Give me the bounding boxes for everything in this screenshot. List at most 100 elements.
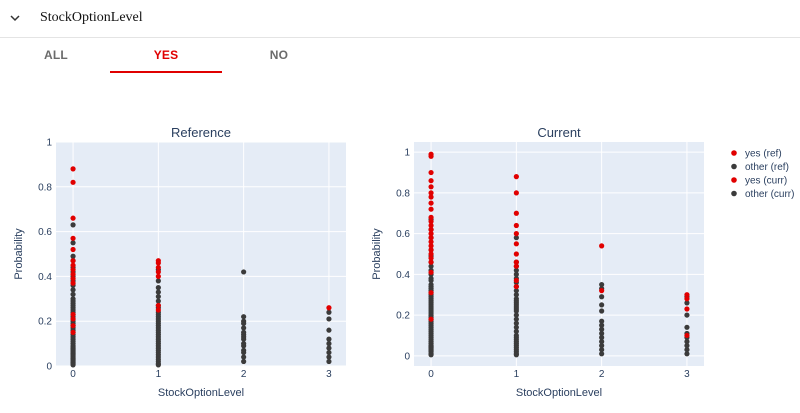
data-point	[155, 293, 161, 300]
data-point	[428, 226, 434, 233]
data-point	[513, 292, 519, 298]
data-point	[428, 194, 434, 200]
y-tick-label: 0.2	[396, 311, 410, 322]
data-point	[326, 341, 332, 347]
chevron-down-icon[interactable]	[9, 12, 21, 24]
data-point	[428, 263, 434, 269]
data-point	[428, 200, 434, 206]
data-point	[70, 316, 76, 322]
data-point	[684, 300, 690, 306]
data-point	[428, 259, 434, 265]
data-point	[513, 231, 519, 237]
y-tick-label: 0.8	[396, 188, 410, 199]
data-point	[70, 253, 76, 259]
data-point	[599, 318, 605, 324]
data-point	[428, 290, 434, 296]
data-point	[513, 174, 519, 180]
data-point	[70, 287, 76, 293]
data-point	[684, 338, 690, 345]
data-point	[428, 255, 434, 261]
y-tick-label: 0.8	[38, 182, 52, 193]
data-point	[155, 260, 161, 266]
data-point	[599, 351, 605, 357]
y-tick-label: 1	[46, 138, 52, 149]
data-point	[513, 251, 519, 257]
data-point	[684, 306, 690, 312]
data-point	[428, 269, 434, 275]
x-tick-label: 3	[684, 369, 690, 380]
data-point	[241, 354, 247, 360]
x-tick-label: 0	[428, 369, 434, 380]
data-point	[599, 322, 605, 328]
plot-panel-1: 0 1 2 3 0 0.2 0.4 0.6 0.8 1 Current StockOptionLeve…	[371, 125, 704, 399]
data-point	[70, 323, 76, 329]
y-tick-label: 0.6	[38, 227, 52, 238]
data-point	[428, 235, 434, 241]
data-point	[513, 283, 519, 290]
data-point	[599, 294, 605, 300]
data-point	[241, 336, 247, 342]
data-point	[513, 190, 519, 196]
x-tick-label: 1	[156, 369, 162, 380]
x-tick-label: 2	[241, 369, 247, 380]
data-point	[70, 267, 76, 273]
data-point	[70, 280, 76, 286]
data-point	[684, 343, 690, 349]
data-point	[70, 291, 76, 297]
tab-all[interactable]: ALL	[44, 48, 68, 62]
data-point	[513, 352, 519, 358]
data-point	[599, 343, 605, 349]
data-point	[513, 328, 519, 334]
data-point	[599, 281, 605, 288]
data-point	[684, 312, 690, 318]
data-point	[70, 276, 76, 282]
data-point	[599, 302, 605, 308]
y-tick-label: 1	[404, 148, 410, 159]
data-point	[599, 338, 605, 345]
data-point	[155, 298, 161, 304]
feature-title: StockOptionLevel	[40, 10, 143, 25]
data-point	[513, 312, 519, 318]
data-point	[70, 166, 76, 172]
plot-background	[414, 142, 704, 366]
tab-no[interactable]: NO	[269, 48, 289, 62]
data-point	[241, 343, 247, 349]
data-point	[684, 292, 690, 298]
data-point	[513, 259, 519, 265]
data-point	[428, 190, 434, 196]
data-point	[241, 358, 247, 365]
x-axis-label: StockOptionLevel	[516, 387, 602, 399]
legend-marker	[731, 177, 737, 183]
y-axis-label: Probability	[371, 228, 383, 280]
x-tick-label: 0	[70, 369, 76, 380]
legend-label: yes (curr)	[745, 176, 787, 187]
chart-title: Current	[537, 125, 581, 140]
x-axis-label: StockOptionLevel	[158, 387, 244, 399]
data-point	[428, 247, 434, 253]
data-point	[428, 214, 434, 220]
data-point	[599, 347, 605, 353]
data-point	[513, 271, 519, 277]
data-point	[70, 311, 76, 318]
data-point	[599, 288, 605, 294]
data-point	[513, 277, 519, 284]
data-point	[513, 210, 519, 216]
data-point	[428, 184, 434, 190]
data-point	[513, 316, 519, 322]
data-point	[155, 285, 161, 291]
tab-yes[interactable]: YES	[153, 48, 179, 62]
data-point	[155, 302, 161, 309]
data-point	[70, 362, 76, 368]
y-tick-label: 0.4	[38, 272, 52, 283]
data-point	[326, 327, 332, 333]
data-point	[155, 273, 161, 279]
data-point	[70, 262, 76, 268]
data-point	[513, 308, 519, 314]
legend-marker	[731, 150, 737, 156]
data-point	[513, 235, 519, 241]
tab-bar: ALL YES NO	[0, 38, 800, 76]
chart-title: Reference	[171, 125, 231, 140]
y-tick-label: 0.6	[396, 229, 410, 240]
data-point	[70, 240, 76, 246]
